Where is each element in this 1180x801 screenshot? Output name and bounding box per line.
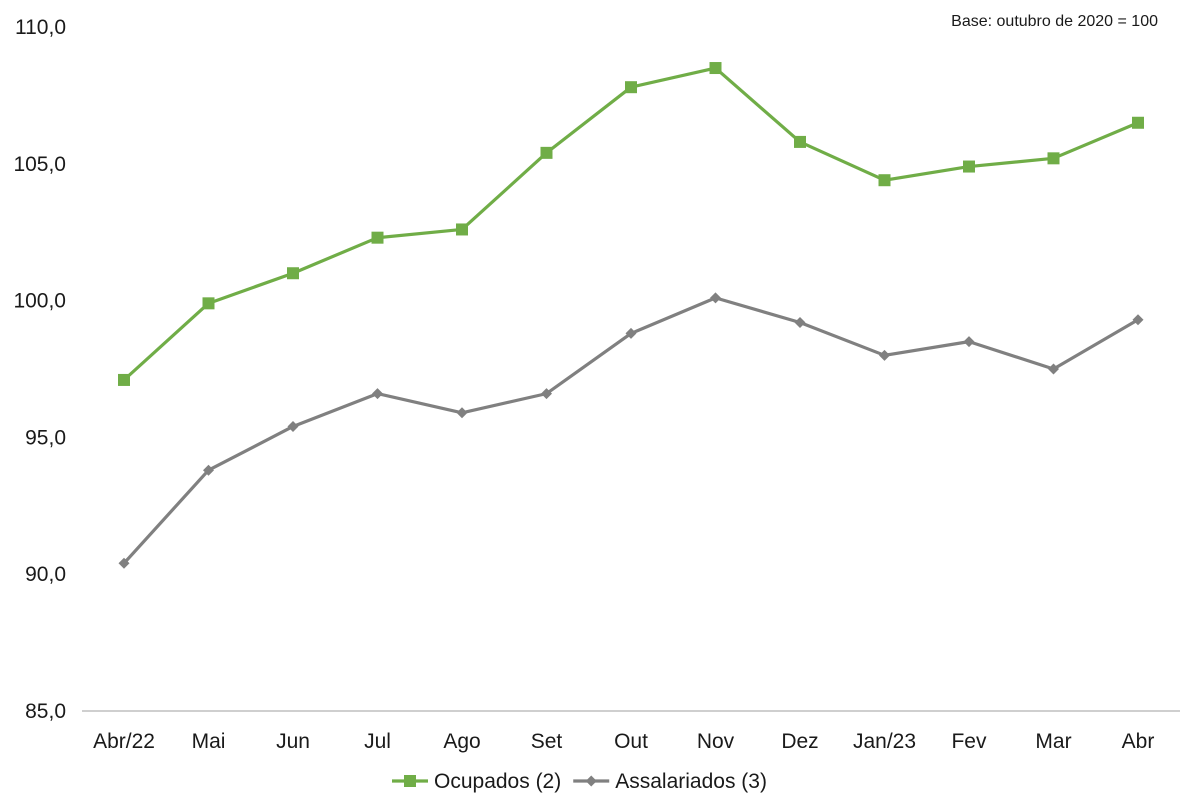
data-point-ocupados-2 [456,223,468,236]
data-point-assalariados-3 [118,557,130,569]
data-point-assalariados-3 [1048,363,1059,375]
data-point-ocupados-2 [878,174,891,187]
x-tick-label: Jul [364,730,391,753]
legend-swatch-marker [585,775,597,787]
x-tick-label: Jan/23 [853,730,916,753]
data-point-assalariados-3 [1132,314,1144,326]
legend: Ocupados (2) Assalariados (3) [392,770,767,793]
x-tick-label: Mai [192,730,226,753]
x-tick-label: Out [614,730,648,753]
data-point-ocupados-2 [625,81,637,94]
legend-item-assalariados-3: Assalariados (3) [573,770,767,793]
x-tick-label: Dez [781,730,818,753]
series-assalariados-3 [118,292,1144,569]
x-tick-label: Fev [951,730,987,753]
data-point-ocupados-2 [1047,152,1060,165]
data-point-assalariados-3 [287,420,299,432]
data-point-assalariados-3 [794,316,806,328]
data-point-ocupados-2 [287,267,299,280]
x-tick-label: Nov [697,730,735,753]
data-point-assalariados-3 [456,407,468,419]
y-tick-label: 105,0 [13,153,66,176]
data-point-ocupados-2 [709,62,722,75]
data-point-assalariados-3 [203,464,214,476]
data-point-ocupados-2 [540,146,553,159]
data-point-assalariados-3 [963,336,975,348]
data-point-assalariados-3 [879,349,890,361]
y-tick-label: 90,0 [25,563,66,586]
y-tick-label: 110,0 [15,16,66,39]
x-tick-label: Abr [1122,730,1155,753]
data-point-ocupados-2 [371,231,384,244]
x-tick-label: Set [531,730,563,753]
x-tick-label: Ago [443,730,480,753]
y-tick-label: 95,0 [25,426,66,449]
legend-swatch-marker [404,775,416,787]
data-point-ocupados-2 [118,373,130,386]
data-point-assalariados-3 [710,292,721,304]
data-point-ocupados-2 [1132,116,1144,129]
x-tick-label: Abr/22 [93,730,155,753]
legend-item-ocupados-2: Ocupados (2) [392,770,561,793]
y-tick-label: 100,0 [13,290,66,313]
y-axis: 85,0 90,0 95,0 100,0 105,0 110,0 [13,16,66,723]
x-tick-label: Mar [1035,730,1071,753]
data-point-ocupados-2 [963,160,975,173]
data-point-ocupados-2 [794,135,806,148]
base-note: Base: outubro de 2020 = 100 [951,13,1158,30]
x-tick-label: Jun [276,730,310,753]
data-point-assalariados-3 [541,388,552,400]
y-tick-label: 85,0 [25,700,66,723]
legend-label: Assalariados (3) [615,770,767,793]
x-axis: Abr/22 Mai Jun Jul Ago Set Out Nov Dez Jan/23 Fev M… [82,710,1180,753]
series-ocupados-2 [118,62,1144,386]
legend-label: Ocupados (2) [434,770,561,793]
data-point-assalariados-3 [372,388,383,400]
data-point-assalariados-3 [625,327,637,339]
data-point-ocupados-2 [202,297,215,310]
series-layer [118,62,1144,569]
